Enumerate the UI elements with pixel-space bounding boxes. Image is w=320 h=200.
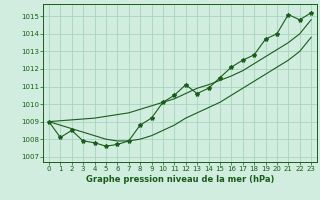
X-axis label: Graphe pression niveau de la mer (hPa): Graphe pression niveau de la mer (hPa) [86, 175, 274, 184]
